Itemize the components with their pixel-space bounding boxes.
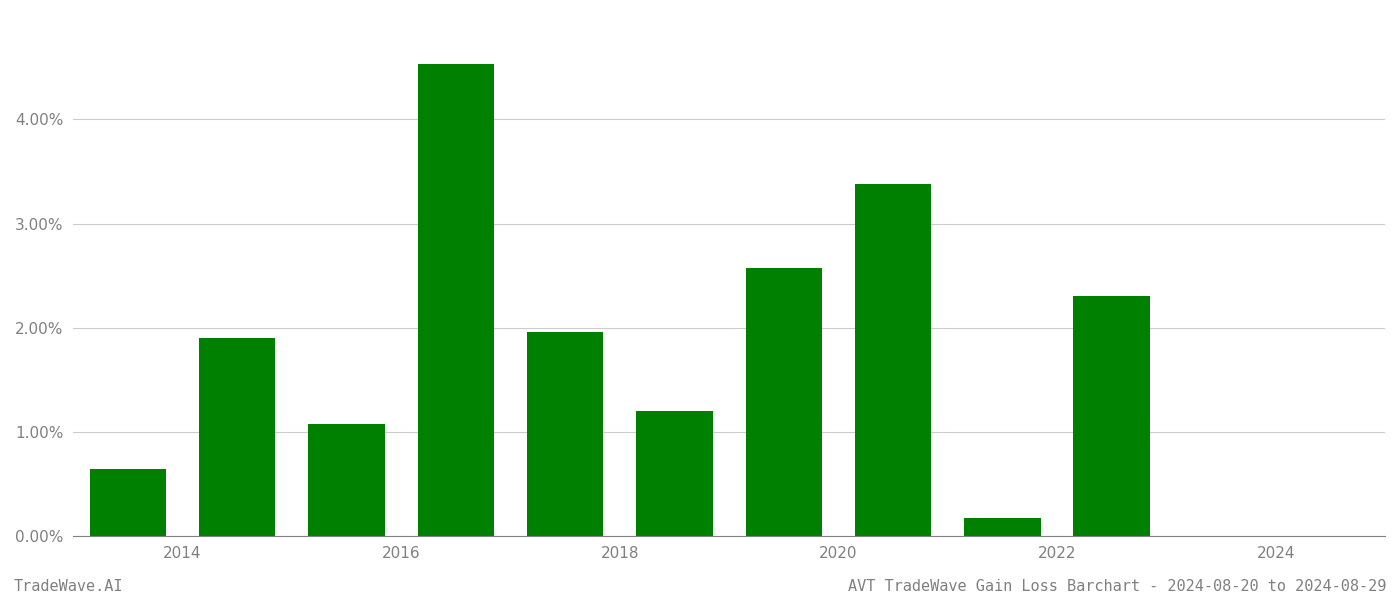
Bar: [308, 424, 385, 536]
Bar: [199, 338, 276, 536]
Bar: [636, 411, 713, 536]
Bar: [855, 184, 931, 536]
Bar: [90, 469, 167, 536]
Bar: [417, 64, 494, 536]
Text: AVT TradeWave Gain Loss Barchart - 2024-08-20 to 2024-08-29: AVT TradeWave Gain Loss Barchart - 2024-…: [847, 579, 1386, 594]
Bar: [526, 332, 603, 536]
Bar: [746, 268, 822, 536]
Bar: [1074, 296, 1149, 536]
Text: TradeWave.AI: TradeWave.AI: [14, 579, 123, 594]
Bar: [965, 518, 1040, 536]
